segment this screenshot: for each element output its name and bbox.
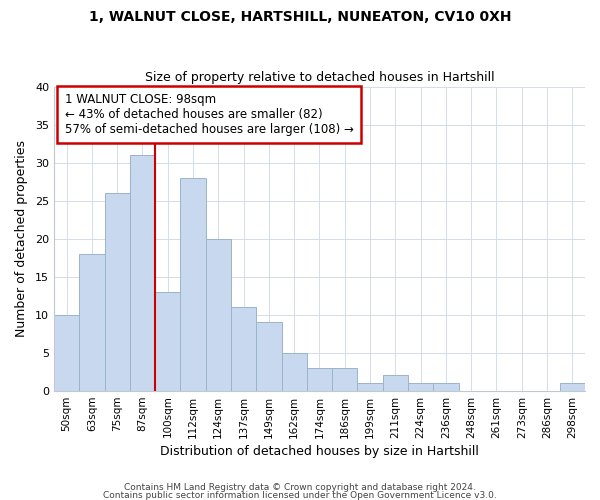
Bar bbox=[104, 194, 130, 390]
Bar bbox=[408, 383, 433, 390]
Bar bbox=[206, 239, 231, 390]
Bar bbox=[383, 376, 408, 390]
Bar bbox=[332, 368, 358, 390]
X-axis label: Distribution of detached houses by size in Hartshill: Distribution of detached houses by size … bbox=[160, 444, 479, 458]
Bar bbox=[155, 292, 181, 390]
Text: Contains public sector information licensed under the Open Government Licence v3: Contains public sector information licen… bbox=[103, 490, 497, 500]
Text: 1 WALNUT CLOSE: 98sqm
← 43% of detached houses are smaller (82)
57% of semi-deta: 1 WALNUT CLOSE: 98sqm ← 43% of detached … bbox=[65, 93, 353, 136]
Y-axis label: Number of detached properties: Number of detached properties bbox=[15, 140, 28, 338]
Bar bbox=[130, 156, 155, 390]
Bar bbox=[54, 314, 79, 390]
Bar bbox=[256, 322, 281, 390]
Bar bbox=[281, 352, 307, 391]
Text: 1, WALNUT CLOSE, HARTSHILL, NUNEATON, CV10 0XH: 1, WALNUT CLOSE, HARTSHILL, NUNEATON, CV… bbox=[89, 10, 511, 24]
Text: Contains HM Land Registry data © Crown copyright and database right 2024.: Contains HM Land Registry data © Crown c… bbox=[124, 484, 476, 492]
Title: Size of property relative to detached houses in Hartshill: Size of property relative to detached ho… bbox=[145, 72, 494, 85]
Bar bbox=[231, 307, 256, 390]
Bar bbox=[433, 383, 458, 390]
Bar bbox=[307, 368, 332, 390]
Bar bbox=[181, 178, 206, 390]
Bar bbox=[358, 383, 383, 390]
Bar bbox=[79, 254, 104, 390]
Bar bbox=[560, 383, 585, 390]
